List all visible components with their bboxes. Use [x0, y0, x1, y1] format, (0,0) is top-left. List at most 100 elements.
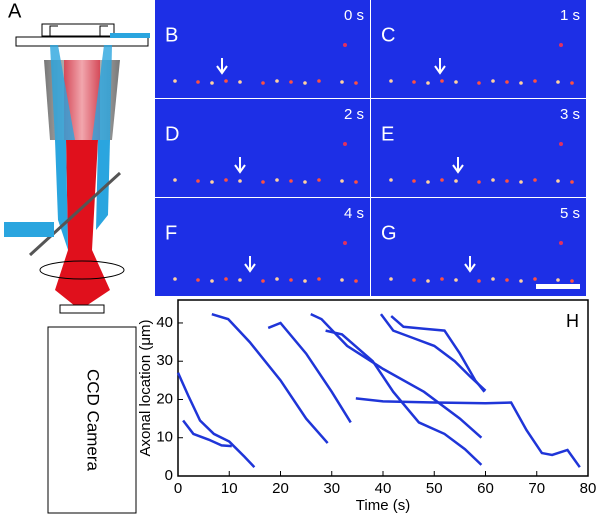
- fluorescent-spot: [343, 43, 347, 47]
- arrow: [244, 256, 256, 273]
- microscope-diagram: A CCD Camera: [4, 0, 150, 514]
- fluorescent-spot: [340, 278, 344, 282]
- fluorescent-spot: [389, 178, 393, 182]
- fluorescent-spot: [210, 279, 214, 283]
- fluorescent-spot: [343, 142, 347, 146]
- fluorescent-spot: [426, 279, 430, 283]
- fluorescent-spot: [238, 278, 242, 282]
- panel-label: E: [381, 123, 394, 145]
- fluorescent-spot: [559, 241, 563, 245]
- fluorescent-spot: [261, 180, 265, 184]
- scale-bar: [536, 284, 580, 289]
- x-tick-label: 50: [426, 480, 443, 497]
- fluorescent-spot: [519, 180, 523, 184]
- fluorescent-spot: [317, 79, 321, 83]
- fluorescent-spot: [196, 179, 200, 183]
- fluorescent-spot: [173, 79, 177, 83]
- fluorescent-spot: [505, 179, 509, 183]
- fluorescent-spot: [533, 178, 537, 182]
- fluorescent-spot: [477, 180, 481, 184]
- fluorescent-spot: [224, 79, 228, 83]
- fluorescent-spot: [289, 278, 293, 282]
- trace: [325, 329, 483, 466]
- fluorescent-spot: [533, 277, 537, 281]
- y-tick-label: 0: [165, 467, 173, 484]
- time-label: 4 s: [344, 205, 364, 222]
- x-tick-label: 20: [272, 480, 289, 497]
- fluorescent-spot: [238, 80, 242, 84]
- trace: [310, 313, 483, 439]
- image-grid: B 0 s C 1 s D 2 s E 3 s F 4 s G 5 s: [155, 0, 586, 296]
- fluorescent-spot: [454, 278, 458, 282]
- fluorescent-spot: [196, 278, 200, 282]
- y-tick-label: 30: [156, 352, 173, 369]
- fluorescent-spot: [570, 81, 574, 85]
- fluorescent-spot: [559, 142, 563, 146]
- fluorescent-spot: [533, 79, 537, 83]
- panel-label: A: [8, 0, 22, 22]
- panel-label: H: [566, 311, 579, 331]
- fluorescent-spot: [412, 179, 416, 183]
- fluorescent-spot: [340, 179, 344, 183]
- fluorescent-spot: [343, 241, 347, 245]
- fluorescent-spot: [317, 178, 321, 182]
- time-label: 5 s: [560, 205, 580, 222]
- fluorescent-spot: [556, 179, 560, 183]
- fluorescent-spot: [354, 180, 358, 184]
- fluorescent-spot: [389, 79, 393, 83]
- fluorescent-spot: [289, 80, 293, 84]
- fluorescent-spot: [426, 81, 430, 85]
- fluorescent-spot: [275, 178, 279, 182]
- fluorescent-spot: [477, 279, 481, 283]
- time-label: 2 s: [344, 106, 364, 123]
- fluorescent-spot: [340, 80, 344, 84]
- trace: [176, 372, 256, 469]
- fluorescent-spot: [440, 277, 444, 281]
- fluorescent-spot: [440, 178, 444, 182]
- time-label: 3 s: [560, 106, 580, 123]
- fluorescent-spot: [317, 277, 321, 281]
- fluorescent-spot: [454, 80, 458, 84]
- fluorescent-spot: [238, 179, 242, 183]
- fluorescent-spot: [224, 277, 228, 281]
- fluorescent-spot: [570, 180, 574, 184]
- fluorescent-spot: [440, 79, 444, 83]
- x-tick-label: 0: [174, 480, 182, 497]
- trace: [390, 315, 486, 393]
- fluorescent-spot: [261, 81, 265, 85]
- time-label: 0 s: [344, 7, 364, 24]
- fluorescent-spot: [491, 277, 495, 281]
- trace: [267, 321, 352, 424]
- fluorescent-spot: [491, 178, 495, 182]
- fluorescent-spot: [303, 180, 307, 184]
- fluorescent-spot: [196, 80, 200, 84]
- panel-label: D: [165, 123, 179, 145]
- x-tick-label: 10: [221, 480, 238, 497]
- fluorescent-spot: [454, 179, 458, 183]
- y-tick-label: 20: [156, 390, 173, 407]
- fluorescent-spot: [556, 278, 560, 282]
- arrow: [216, 58, 228, 75]
- time-label: 1 s: [560, 7, 580, 24]
- trace: [182, 419, 232, 448]
- fluorescent-spot: [519, 279, 523, 283]
- fluorescent-spot: [275, 277, 279, 281]
- x-tick-label: 40: [375, 480, 392, 497]
- y-tick-label: 40: [156, 314, 173, 331]
- x-tick-label: 30: [323, 480, 340, 497]
- fluorescent-spot: [412, 278, 416, 282]
- y-axis-label: Axonal location (μm): [137, 319, 154, 456]
- fluorescent-spot: [389, 277, 393, 281]
- fluorescent-spot: [210, 180, 214, 184]
- fluorescent-spot: [570, 279, 574, 283]
- fluorescent-spot: [289, 179, 293, 183]
- fluorescent-spot: [173, 178, 177, 182]
- fluorescent-spot: [491, 79, 495, 83]
- fluorescent-spot: [354, 81, 358, 85]
- x-tick-label: 80: [580, 480, 597, 497]
- panel-label: G: [381, 222, 397, 244]
- panel-label: C: [381, 24, 395, 46]
- arrow: [452, 157, 464, 174]
